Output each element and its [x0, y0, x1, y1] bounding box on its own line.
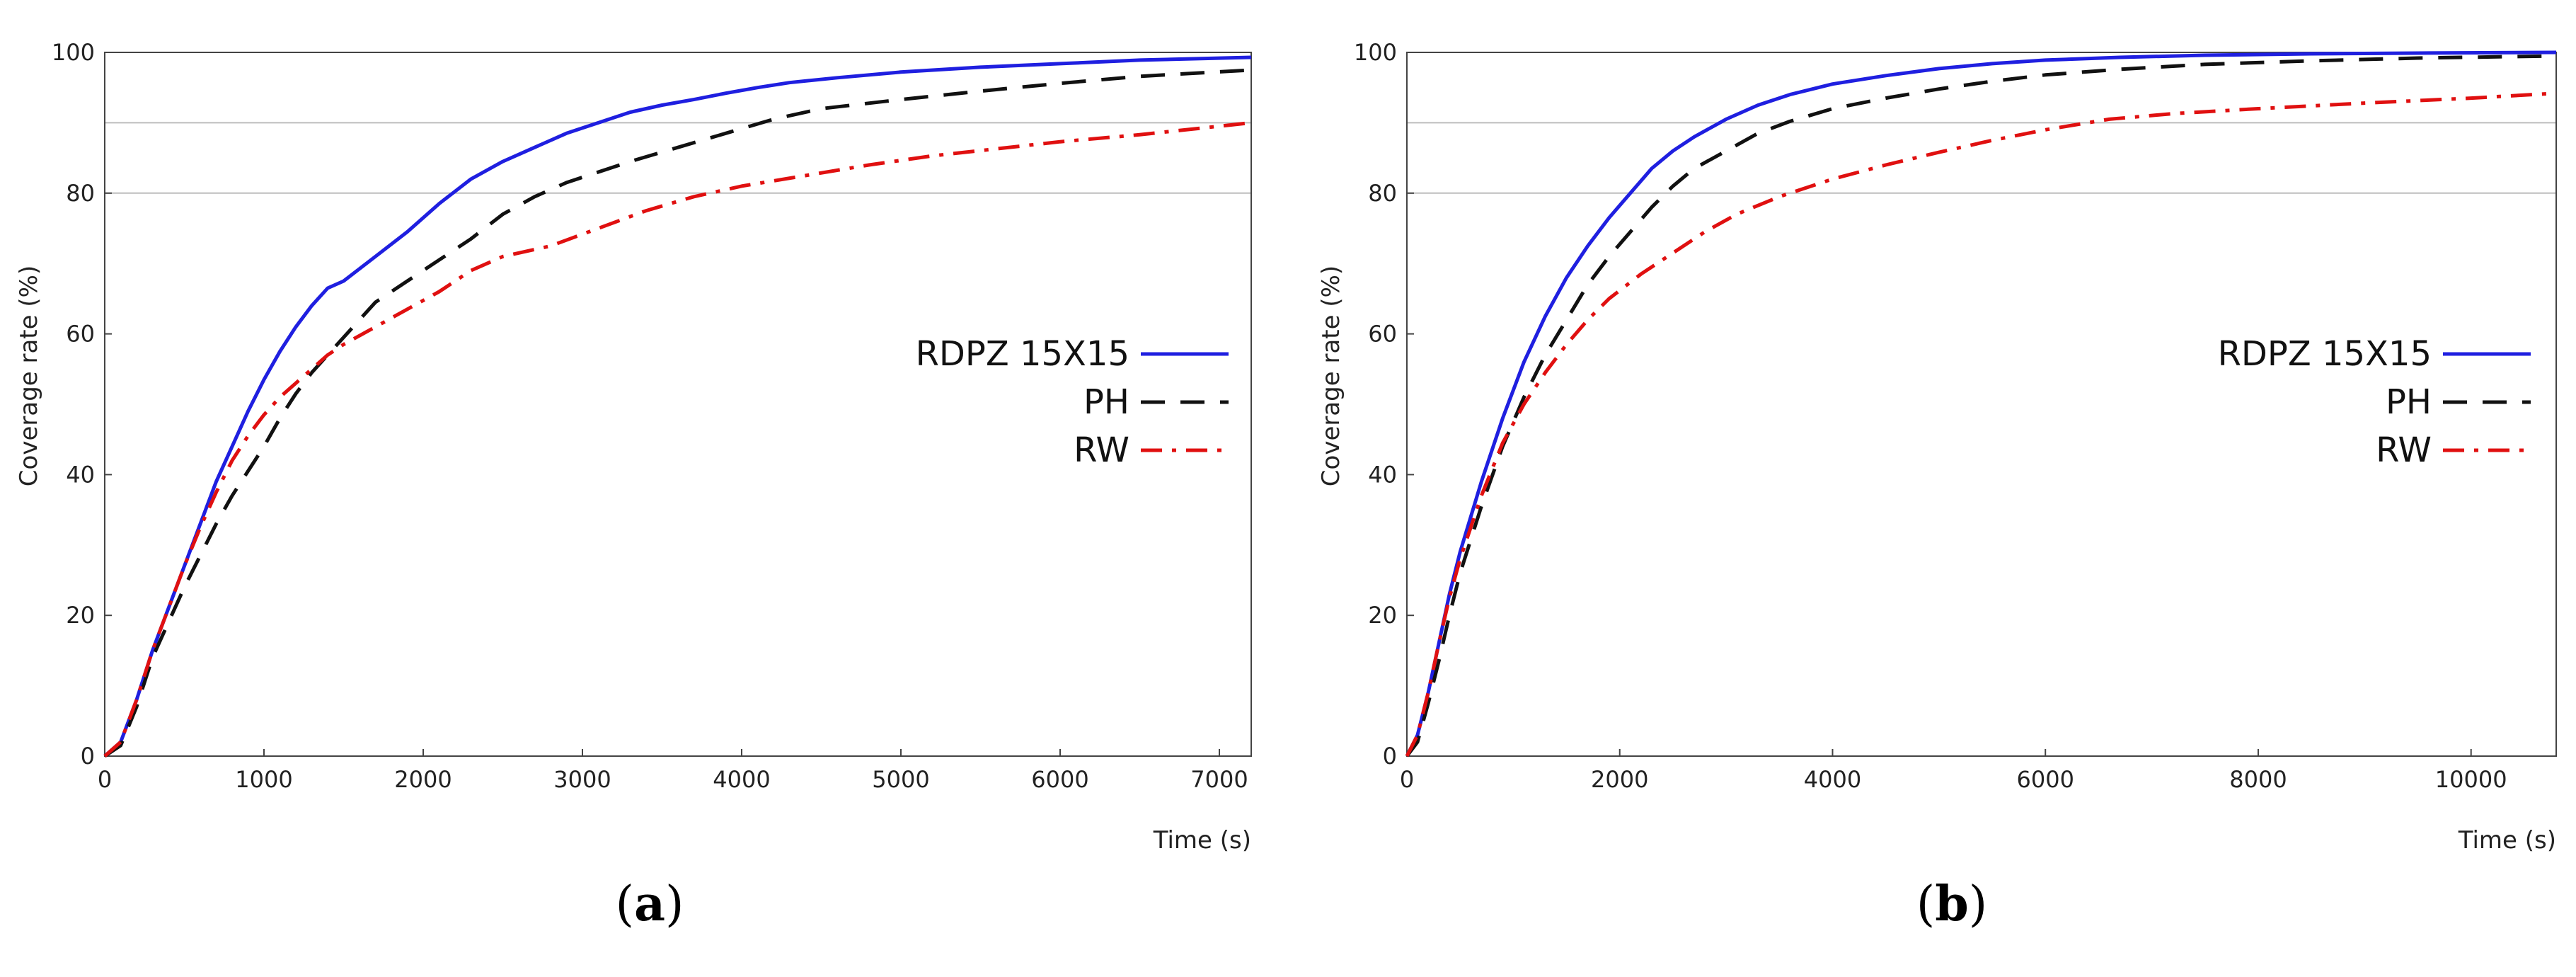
chart-a-y-tick-label: 0 [81, 743, 95, 770]
chart-b-series-rw-line [1405, 91, 2557, 758]
chart-a-panel-label: (a) [615, 876, 684, 932]
chart-a-y-tick-label: 100 [52, 39, 95, 66]
chart-b-y-tick-label: 40 [1368, 461, 1397, 488]
chart-a-x-tick-label: 7000 [1190, 766, 1248, 793]
chart-b-x-tick-label: 6000 [2017, 766, 2074, 793]
chart-a-x-tick-label: 1000 [235, 766, 292, 793]
chart-b-x-tick-label: 0 [1400, 766, 1414, 793]
chart-b-legend-label: PH [2386, 382, 2432, 422]
chart-a-x-axis-label: Time (s) [1153, 826, 1251, 855]
chart-b-legend: RDPZ 15X15 PH RW [2218, 334, 2531, 470]
chart-b-x-tick-label: 10000 [2435, 766, 2507, 793]
chart-a-x-tick-label: 5000 [872, 766, 929, 793]
chart-a-x-tick-label: 6000 [1031, 766, 1088, 793]
chart-a-series-rdpz-15x15-line [103, 55, 1252, 758]
chart-b-x-tick-label: 4000 [1804, 766, 1861, 793]
chart-a-y-tick-label: 60 [66, 321, 95, 348]
chart-a-series-ph-line [103, 68, 1252, 758]
chart-a: 0 1000 2000 3000 4000 5000 6000 7000 0 20 40 60 80 10… [15, 39, 1252, 932]
chart-a-y-tick-label: 80 [66, 180, 95, 207]
chart-a-x-tick-label: 0 [98, 766, 112, 793]
chart-b-series-ph-line [1405, 54, 2557, 758]
chart-a-legend-label: PH [1083, 382, 1129, 422]
chart-b-y-tick-label: 60 [1368, 321, 1397, 348]
chart-b-plot-frame [1406, 52, 2557, 757]
chart-a-y-tick-label: 20 [66, 602, 95, 629]
chart-a-x-tick-label: 4000 [713, 766, 770, 793]
chart-b-series-rdpz-15x15-line [1405, 50, 2557, 758]
chart-b-panel-label: (b) [1916, 876, 1988, 932]
chart-a-legend: RDPZ 15X15 PH RW [916, 334, 1229, 470]
chart-a-x-tick-label: 2000 [394, 766, 452, 793]
chart-b-y-tick-label: 20 [1368, 602, 1397, 629]
chart-b-y-tick-label: 0 [1383, 743, 1397, 770]
chart-a-plot-frame [104, 52, 1252, 757]
chart-a-legend-label: RW [1074, 430, 1129, 470]
chart-a-y-axis-label: Coverage rate (%) [15, 265, 43, 486]
chart-b-y-tick-label: 80 [1368, 180, 1397, 207]
chart-b-legend-label: RW [2376, 430, 2432, 470]
chart-a-y-tick-label: 40 [66, 461, 95, 488]
chart-a-legend-label: RDPZ 15X15 [916, 334, 1129, 374]
chart-b-x-tick-label: 8000 [2229, 766, 2287, 793]
chart-b-y-axis-label: Coverage rate (%) [1317, 265, 1345, 486]
chart-a-x-tick-label: 3000 [553, 766, 611, 793]
chart-b-x-axis-label: Time (s) [2458, 826, 2556, 855]
chart-b-x-tick-label: 2000 [1591, 766, 1648, 793]
chart-b: 0 2000 4000 6000 8000 10000 0 20 40 60 80 100 Time (… [1317, 39, 2557, 932]
chart-b-y-tick-label: 100 [1354, 39, 1397, 66]
chart-b-legend-label: RDPZ 15X15 [2218, 334, 2432, 374]
